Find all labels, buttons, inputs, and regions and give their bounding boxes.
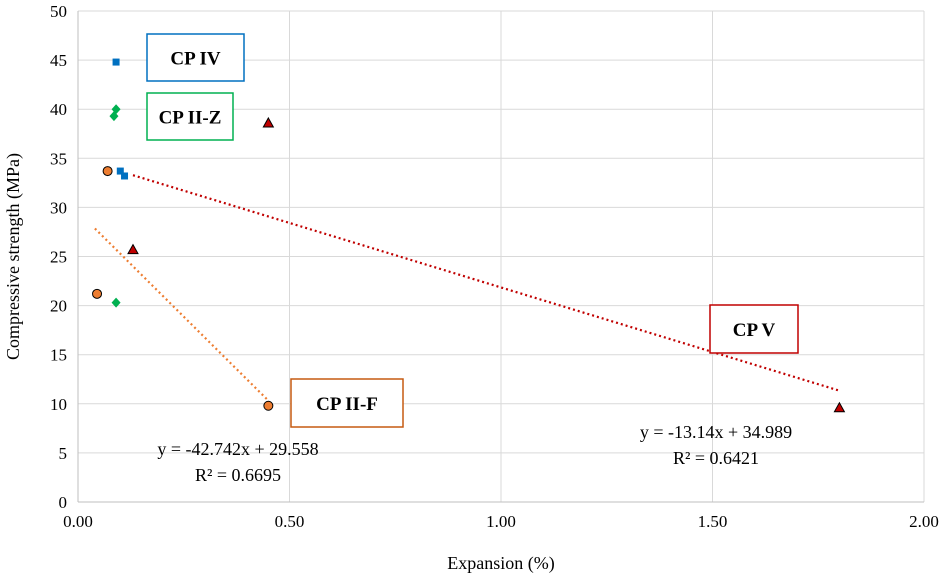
label-cp-ii-f: CP II-F (290, 378, 404, 428)
trendline-equations: y = -13.14x + 34.989 R² = 0.6421 y = -42.7… (157, 422, 792, 485)
r-squared-cp-ii-f: R² = 0.6695 (195, 465, 281, 485)
series-labels: CP IV CP II-Z CP V CP II-F (146, 33, 799, 428)
r-squared-cp-v: R² = 0.6421 (673, 448, 759, 468)
x-axis-title: Expansion (%) (447, 553, 554, 574)
x-tick-label: 2.00 (909, 512, 939, 531)
y-tick-label: 25 (50, 248, 67, 267)
y-tick-label: 15 (50, 346, 67, 365)
label-cp-ii-z: CP II-Z (146, 92, 234, 141)
label-cp-v: CP V (709, 304, 799, 354)
y-tick-label: 0 (59, 493, 68, 512)
point-cp-v (262, 116, 275, 128)
tick-labels: 0.00 0.50 1.00 1.50 2.00 0 5 10 15 20 25 30 35 40 45 50 (50, 2, 939, 531)
y-tick-label: 40 (50, 100, 67, 119)
x-tick-label: 0.50 (275, 512, 305, 531)
y-tick-label: 30 (50, 198, 67, 217)
point-cp-ii-f (92, 288, 103, 299)
label-text: CP II-F (316, 394, 378, 415)
x-tick-label: 0.00 (63, 512, 93, 531)
point-cp-ii-z (109, 111, 119, 122)
point-cp-ii-f (263, 400, 274, 411)
x-tick-label: 1.50 (698, 512, 728, 531)
point-cp-iv (121, 172, 129, 180)
y-tick-label: 45 (50, 51, 67, 70)
y-tick-label: 50 (50, 2, 67, 21)
trendline-cp-ii-f (94, 227, 270, 402)
point-cp-v (833, 401, 846, 413)
point-cp-v (127, 243, 139, 255)
y-axis-title: Compressive strength (MPa) (3, 153, 24, 360)
point-cp-iv (116, 167, 124, 175)
equation-cp-v: y = -13.14x + 34.989 (640, 422, 792, 442)
label-box (290, 378, 404, 428)
y-tick-label: 35 (50, 149, 67, 168)
x-tick-label: 1.00 (486, 512, 516, 531)
y-tick-label: 5 (59, 444, 68, 463)
gridlines (77, 10, 925, 503)
label-text: CP II-Z (159, 108, 222, 129)
label-box (146, 33, 245, 82)
equation-cp-ii-f: y = -42.742x + 29.558 (157, 439, 318, 459)
point-cp-ii-z (111, 297, 121, 308)
point-cp-iv (112, 58, 120, 66)
label-text: CP V (733, 320, 776, 341)
label-box (709, 304, 799, 354)
trendline-cp-v (132, 174, 840, 392)
y-tick-label: 20 (50, 297, 67, 316)
label-box (146, 92, 234, 141)
data-points (92, 58, 846, 413)
point-cp-ii-f (102, 166, 113, 177)
trendlines (94, 174, 840, 402)
axes: Expansion (%) Compressive strength (MPa) (3, 11, 924, 574)
label-cp-iv: CP IV (146, 33, 245, 82)
y-tick-label: 10 (50, 395, 67, 414)
label-text: CP IV (170, 49, 220, 70)
